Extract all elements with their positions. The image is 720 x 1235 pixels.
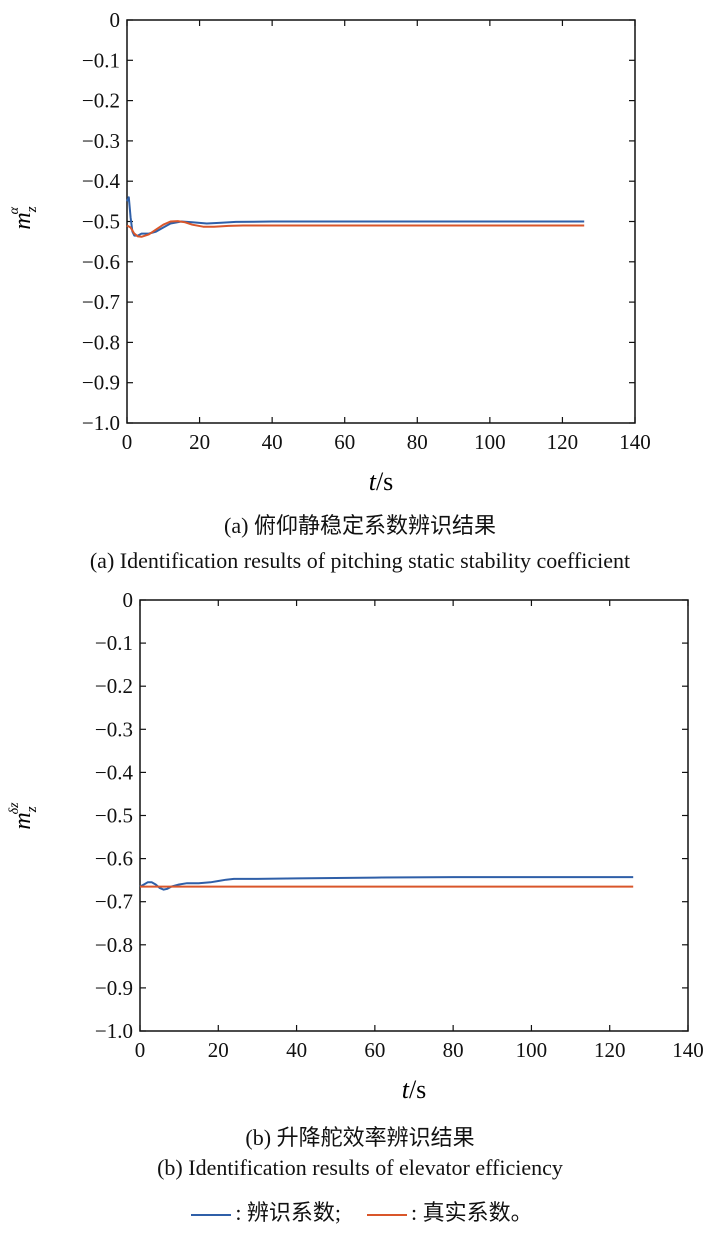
y-tick-label: −0.7 (95, 890, 133, 914)
caption-b-cn: (b) 升降舵效率辨识结果 (245, 1125, 475, 1150)
legend-identified-swatch (191, 1213, 232, 1216)
x-tick-label: 120 (594, 1038, 626, 1062)
x-tick-label: 60 (334, 430, 355, 454)
legend-true-swatch (367, 1213, 408, 1216)
series-line-true-a (126, 220, 585, 238)
caption-a-en: (a) Identification results of pitching s… (89, 548, 631, 573)
y-tick-label: −0.3 (95, 717, 133, 741)
y-tick-label: −0.6 (82, 250, 120, 274)
y-tick-label: −0.4 (82, 169, 121, 193)
x-tick-label: 100 (474, 430, 506, 454)
x-tick-label: 140 (619, 430, 651, 454)
y-tick-label: 0 (110, 8, 121, 32)
x-tick-label: 120 (547, 430, 579, 454)
x-tick-label: 0 (122, 430, 133, 454)
y-tick-label: −0.1 (95, 631, 133, 655)
y-axis-label-a: mzα (7, 206, 40, 229)
y-tick-label: 0 (123, 588, 134, 612)
x-tick-label: 80 (407, 430, 428, 454)
legend: : 辨识系数; : 真实系数。 (0, 1195, 720, 1227)
legend-true-label: : 真实系数。 (411, 1200, 533, 1225)
plot-frame-b (139, 599, 689, 1032)
series-line-identified-a (126, 196, 585, 237)
x-tick-label: 0 (135, 1038, 146, 1062)
y-tick-label: −0.8 (82, 330, 120, 354)
x-axis-label-b: t/s (402, 1075, 427, 1104)
y-tick-label: −0.2 (95, 674, 133, 698)
y-tick-label: −0.3 (82, 129, 120, 153)
y-tick-label: −0.5 (95, 804, 133, 828)
y-tick-label: −0.8 (95, 933, 133, 957)
y-tick-label: −0.9 (82, 371, 120, 395)
y-tick-label: −0.2 (82, 89, 120, 113)
y-tick-label: −0.7 (82, 290, 120, 314)
y-tick-label: −0.9 (95, 976, 133, 1000)
y-tick-label: −1.0 (95, 1019, 133, 1043)
caption-a-cn: (a) 俯仰静稳定系数辨识结果 (224, 513, 496, 538)
x-tick-label: 40 (286, 1038, 307, 1062)
caption-b-en: (b) Identification results of elevator e… (157, 1155, 563, 1180)
y-tick-label: −1.0 (82, 411, 120, 435)
x-tick-label: 100 (516, 1038, 548, 1062)
x-tick-label: 20 (208, 1038, 229, 1062)
x-tick-label: 40 (262, 430, 283, 454)
legend-identified-label: : 辨识系数; (235, 1200, 342, 1225)
y-tick-label: −0.6 (95, 847, 133, 871)
y-tick-label: −0.1 (82, 48, 120, 72)
x-tick-label: 140 (672, 1038, 704, 1062)
x-axis-label-a: t/s (369, 467, 394, 496)
x-tick-label: 60 (364, 1038, 385, 1062)
x-tick-label: 80 (443, 1038, 464, 1062)
series-line-identified-b (139, 876, 634, 891)
y-axis-label-b: mzδz (7, 802, 40, 830)
x-tick-label: 20 (189, 430, 210, 454)
y-tick-label: −0.4 (95, 760, 134, 784)
y-tick-label: −0.5 (82, 210, 120, 234)
